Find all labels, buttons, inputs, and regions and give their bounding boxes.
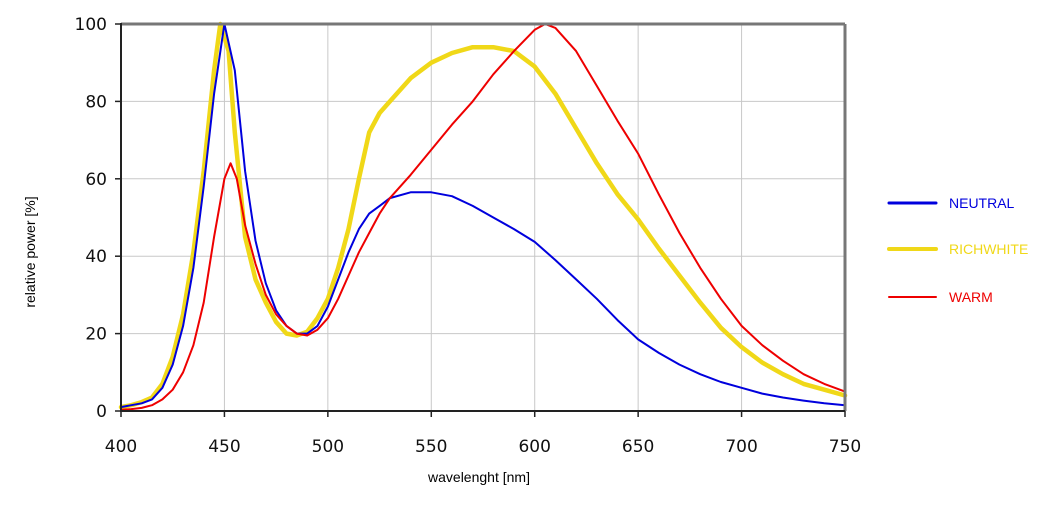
x-tick-label: 600 bbox=[518, 437, 550, 457]
y-tick-label: 20 bbox=[85, 325, 107, 345]
x-axis-title: wavelenght [nm] bbox=[427, 469, 530, 485]
legend-item-warm: WARM bbox=[888, 289, 993, 305]
y-axis-title: relative power [%] bbox=[22, 196, 38, 307]
series-layer bbox=[118, 21, 848, 411]
x-tick-label: 700 bbox=[725, 437, 757, 457]
y-tick-label: 40 bbox=[85, 247, 107, 267]
legend: NEUTRAL RICHWHITE WARM bbox=[887, 195, 1028, 305]
x-tick-label: 500 bbox=[312, 437, 344, 457]
series-line-richwhite bbox=[118, 21, 848, 410]
legend-label: RICHWHITE bbox=[949, 241, 1028, 257]
y-tick-label: 60 bbox=[85, 170, 107, 190]
x-tick-label: 750 bbox=[829, 437, 861, 457]
legend-label: NEUTRAL bbox=[949, 195, 1015, 211]
legend-label: WARM bbox=[949, 289, 993, 305]
series-line-neutral bbox=[120, 23, 846, 409]
legend-item-richwhite: RICHWHITE bbox=[887, 241, 1028, 257]
axes bbox=[115, 22, 847, 417]
x-tick-label: 450 bbox=[208, 437, 240, 457]
series-line-warm bbox=[120, 23, 846, 411]
x-tick-label: 650 bbox=[622, 437, 654, 457]
x-tick-label: 550 bbox=[415, 437, 447, 457]
legend-item-neutral: NEUTRAL bbox=[887, 195, 1015, 211]
x-tick-labels: 400 450 500 550 600 650 700 750 bbox=[105, 437, 861, 457]
y-tick-labels: 0 20 40 60 80 100 bbox=[75, 15, 107, 422]
y-tick-label: 100 bbox=[75, 15, 107, 35]
y-tick-label: 80 bbox=[85, 92, 107, 112]
x-tick-label: 400 bbox=[105, 437, 137, 457]
y-tick-label: 0 bbox=[96, 402, 107, 422]
